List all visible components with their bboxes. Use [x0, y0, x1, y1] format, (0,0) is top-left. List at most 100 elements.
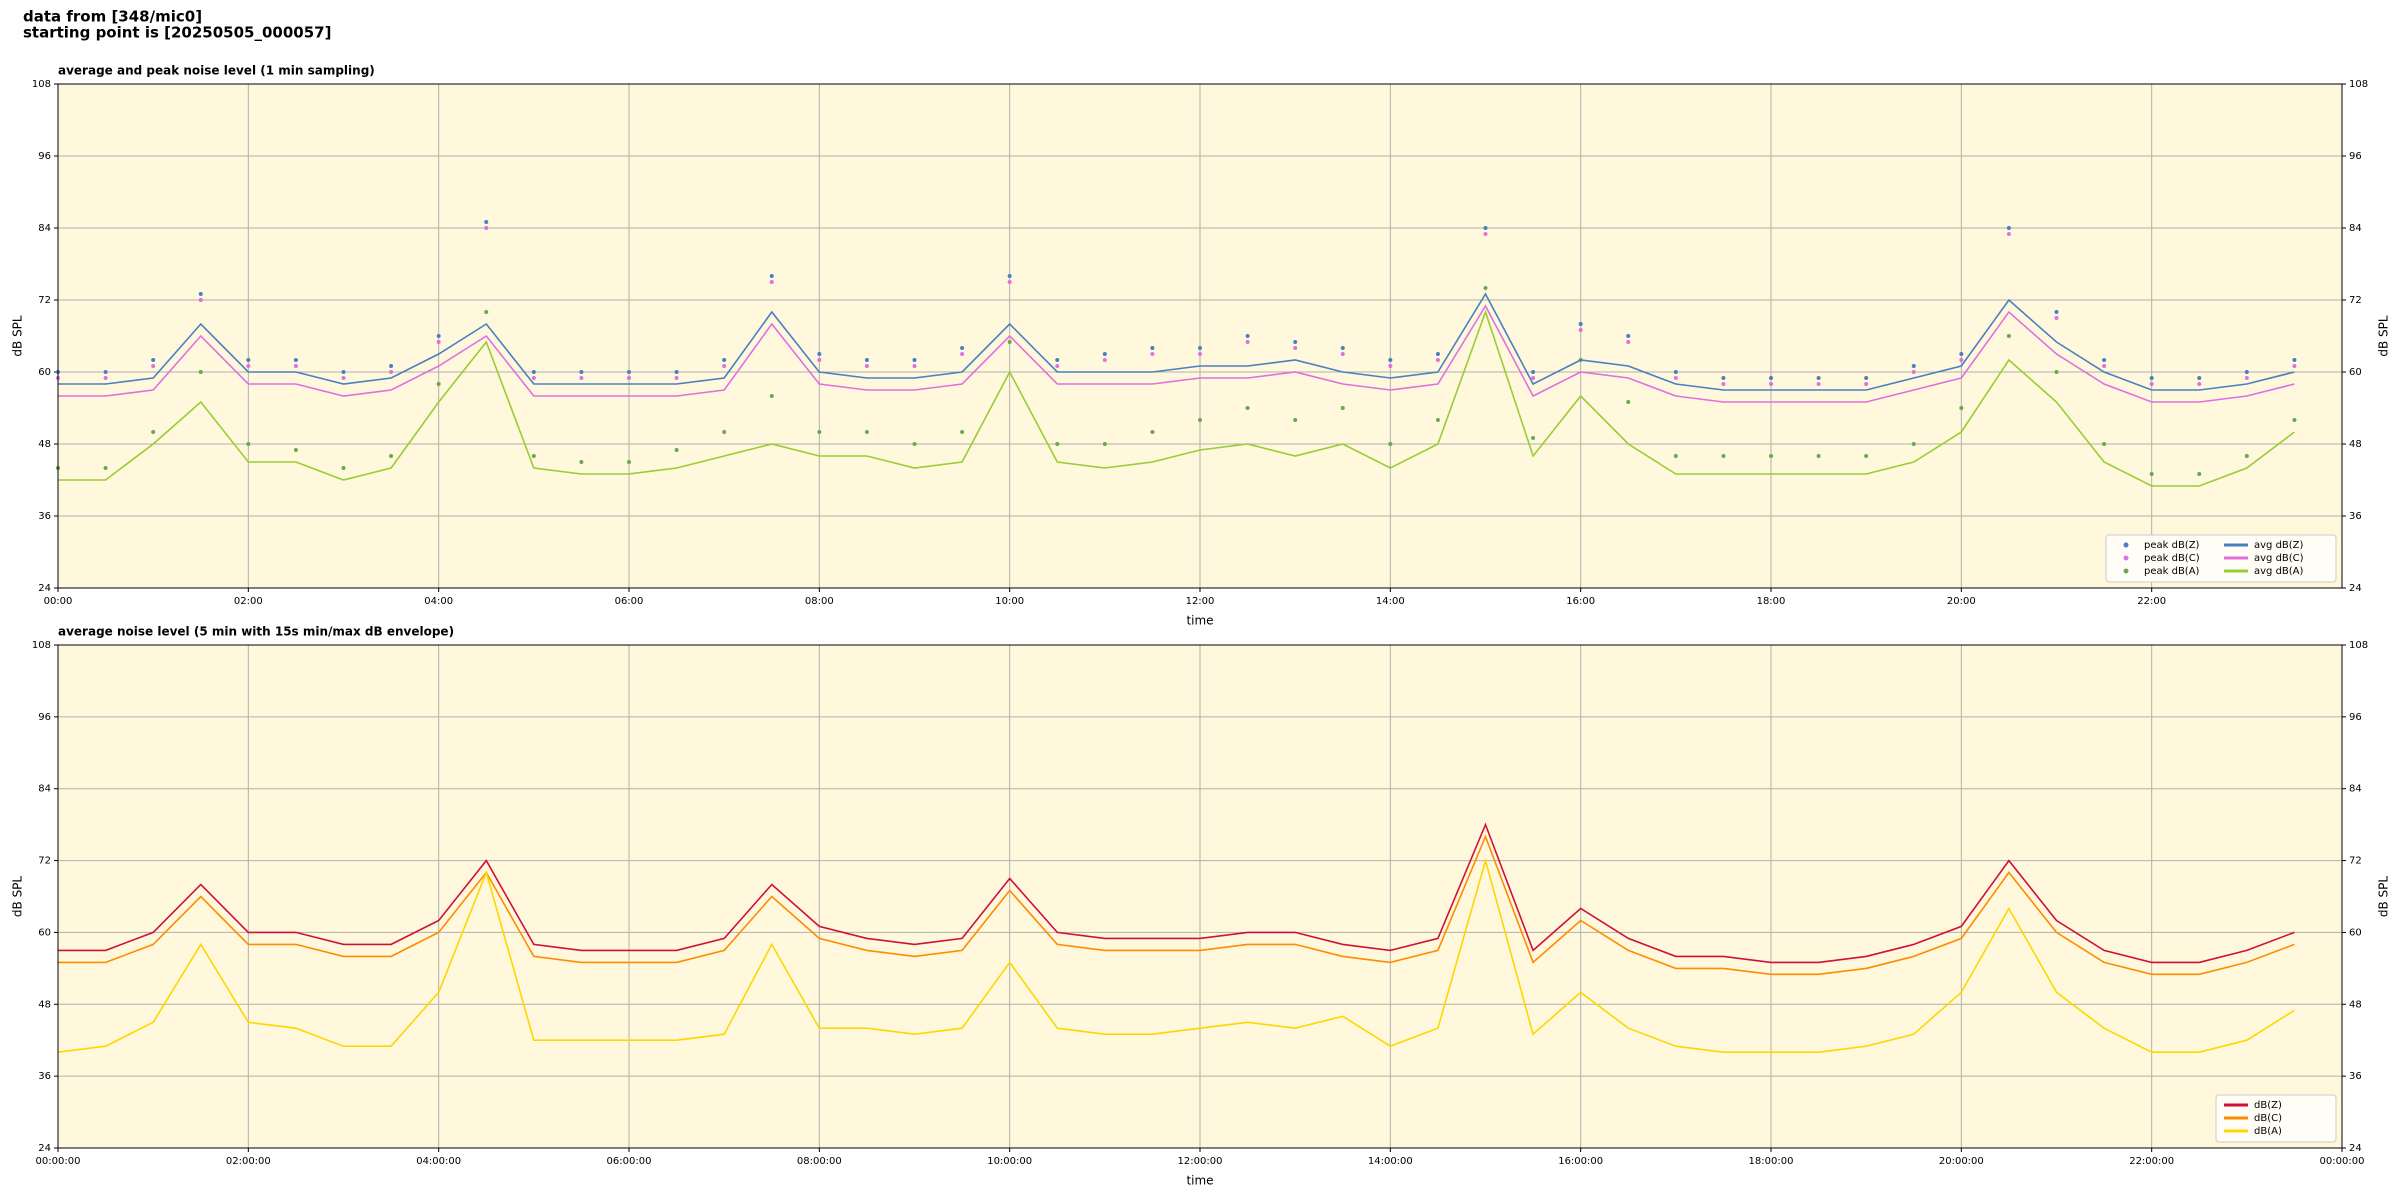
y-tick-label: 48 — [38, 439, 51, 450]
peak-point — [579, 376, 584, 380]
peak-point — [2149, 376, 2154, 380]
y-tick-label: 48 — [2349, 999, 2362, 1010]
peak-point — [2006, 232, 2011, 236]
x-tick-label: 12:00:00 — [1178, 1156, 1223, 1167]
legend-label: dB(C) — [2254, 1113, 2282, 1124]
legend-label: dB(Z) — [2254, 1100, 2282, 1111]
x-tick-label: 22:00 — [2137, 596, 2166, 607]
peak-point — [246, 442, 251, 446]
x-tick-label: 06:00:00 — [607, 1156, 652, 1167]
x-tick-label: 00:00 — [44, 596, 73, 607]
y-tick-label: 36 — [38, 1071, 51, 1082]
y-tick-label: 60 — [2349, 927, 2362, 938]
legend-marker — [2123, 568, 2129, 574]
x-tick-label: 16:00 — [1566, 596, 1595, 607]
y-tick-label: 60 — [2349, 367, 2362, 378]
peak-point — [1531, 436, 1536, 440]
series-line — [58, 309, 2295, 487]
plot-frame — [57, 644, 2343, 1149]
y-tick-label: 60 — [38, 927, 51, 938]
y-tick-label: 48 — [38, 999, 51, 1010]
peak-point — [103, 466, 108, 470]
peak-point — [389, 364, 394, 368]
peak-point — [1769, 454, 1773, 458]
peak-point — [151, 358, 156, 362]
series-line — [58, 304, 2295, 403]
peak-point — [769, 394, 774, 398]
peak-point — [1864, 454, 1869, 458]
y-tick-label: 96 — [38, 151, 51, 162]
x-axis-label: time — [1186, 1174, 1213, 1188]
peak-point — [912, 358, 917, 362]
y-tick-label: 108 — [2349, 79, 2368, 90]
peak-point — [1435, 352, 1440, 356]
series-line — [58, 834, 2295, 976]
peak-point — [2054, 370, 2059, 374]
peak-point — [674, 448, 679, 452]
legend-marker — [2123, 542, 2129, 548]
peak-point — [1198, 418, 1202, 422]
x-tick-label: 04:00:00 — [416, 1156, 461, 1167]
y-tick-label: 72 — [2349, 856, 2362, 867]
header-line: starting point is [20250505_000057] — [23, 24, 331, 42]
peak-point — [864, 430, 869, 434]
y-tick-label: 72 — [2349, 295, 2362, 306]
y-tick-label: 36 — [2349, 1071, 2362, 1082]
peak-point — [103, 376, 108, 380]
peak-point — [1293, 418, 1298, 422]
peak-point — [1721, 376, 1726, 380]
peak-point — [531, 454, 536, 458]
y-tick-label: 24 — [2349, 583, 2362, 594]
y-tick-label: 96 — [2349, 151, 2362, 162]
peak-point — [293, 364, 298, 368]
peak-point — [293, 448, 298, 452]
peak-point — [246, 364, 251, 368]
peak-point — [1007, 340, 1012, 344]
peak-point — [2197, 376, 2202, 380]
peak-point — [960, 430, 965, 434]
x-tick-label: 18:00:00 — [1749, 1156, 1794, 1167]
peak-point — [198, 298, 203, 302]
peak-point — [1911, 442, 1916, 446]
peak-point — [436, 382, 441, 386]
peak-point — [1864, 382, 1869, 386]
x-tick-label: 04:00 — [424, 596, 453, 607]
peak-point — [198, 370, 203, 374]
peak-point — [2244, 454, 2249, 458]
peak-point — [1150, 352, 1155, 356]
y-tick-label: 24 — [2349, 1143, 2362, 1154]
y-tick-label: 108 — [2349, 640, 2368, 651]
y-tick-label: 72 — [38, 295, 51, 306]
peak-point — [1673, 454, 1678, 458]
y-tick-label: 108 — [32, 79, 51, 90]
peak-point — [1673, 376, 1678, 380]
x-tick-label: 20:00 — [1947, 596, 1976, 607]
peak-point — [1769, 382, 1773, 386]
y-tick-label: 96 — [38, 712, 51, 723]
y-axis-label: dB SPL — [2377, 876, 2391, 918]
x-tick-label: 12:00 — [1186, 596, 1215, 607]
peak-point — [1816, 454, 1821, 458]
legend-label: peak dB(Z) — [2144, 540, 2200, 551]
peak-point — [1959, 406, 1964, 410]
x-tick-label: 00:00:00 — [2320, 1156, 2365, 1167]
peak-point — [1959, 352, 1964, 356]
peak-point — [1293, 340, 1298, 344]
peak-point — [1245, 334, 1250, 338]
y-tick-label: 72 — [38, 856, 51, 867]
peak-point — [1959, 358, 1964, 362]
peak-point — [2006, 226, 2011, 230]
peak-point — [1007, 274, 1012, 278]
peak-point — [341, 466, 346, 470]
peak-point — [769, 274, 774, 278]
x-tick-label: 10:00 — [995, 596, 1024, 607]
peak-point — [1388, 364, 1393, 368]
y-axis-label: dB SPL — [11, 876, 25, 918]
x-tick-label: 08:00:00 — [797, 1156, 842, 1167]
peak-point — [341, 370, 346, 374]
peak-point — [1293, 346, 1298, 350]
legend-label: avg dB(C) — [2254, 553, 2304, 564]
plot-frame — [57, 83, 2343, 589]
peak-point — [436, 334, 441, 338]
